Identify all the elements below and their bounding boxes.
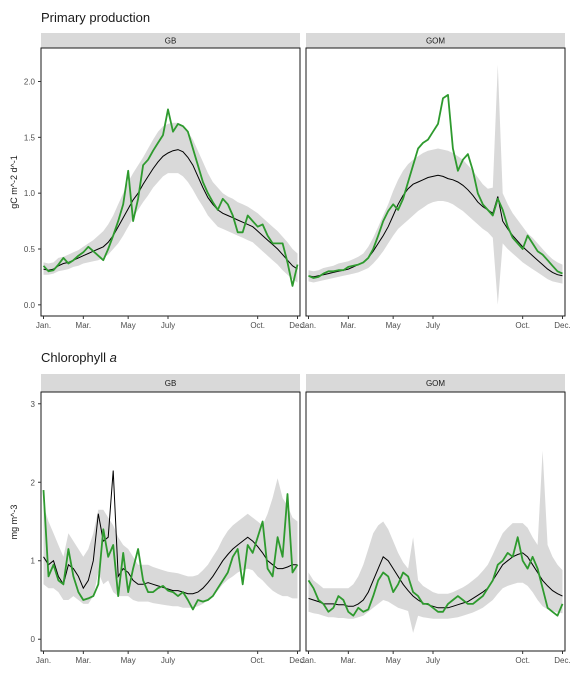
x-tick-label: Mar. [76,656,92,665]
panel-border [40,391,301,652]
x-tick-label: Jan. [36,656,51,665]
facet-strip [306,374,565,392]
climatology-band [43,478,298,608]
panel-border [305,391,566,652]
climatology-band [43,122,298,283]
facet-gom: GOM Jan. Mar. May July Oct. Dec. [301,374,571,665]
x-tick-label: July [426,656,440,665]
x-tick-label: Dec. [289,321,305,330]
x-tick-label: Mar. [341,656,357,665]
x-tick-label: Jan. [301,656,316,665]
panel-title: Primary production [41,10,150,25]
facet-gb: GB Jan. Mar. May July Oct. Dec. 0.0 0.5 1.0 1.5 2.0 [24,33,306,330]
y-tick-label: 1.5 [24,133,36,142]
x-tick-label: Jan. [301,321,316,330]
x-tick-label: Oct. [250,321,265,330]
observed-line [42,490,299,611]
climatology-mean-line [308,174,563,278]
facet-label: GOM [426,37,445,46]
y-tick-label: 0.0 [24,301,36,310]
y-tick-label: 0 [31,635,36,644]
facet-label: GB [165,37,177,46]
panel-border [305,47,566,317]
x-tick-label: Dec. [554,321,570,330]
x-tick-label: Oct. [515,321,530,330]
y-tick-label: 2 [31,478,36,487]
facet-label: GOM [426,379,445,388]
x-tick-label: Oct. [250,656,265,665]
climatology-band [308,450,563,633]
x-tick-label: July [426,321,440,330]
climatology-mean-line [43,149,298,271]
y-tick-label: 3 [31,400,36,409]
facet-gom: GOM Jan. Mar. May July Oct. Dec. [301,33,571,330]
x-tick-label: Mar. [76,321,92,330]
y-axis-label: mg m^-3 [9,505,19,540]
observed-line [307,536,564,617]
x-tick-label: May [386,321,401,330]
x-tick-label: July [161,656,175,665]
facet-strip [41,374,300,392]
panel-title-italic: a [110,350,117,365]
x-tick-label: Dec. [289,656,305,665]
panel-primary-production: Primary production gC m^-2 d^-1 GB Jan. Ma… [9,10,571,330]
facet-gb: GB Jan. Mar. May July Oct. Dec. 0 1 2 3 [31,374,306,665]
panel-chlorophyll: Chlorophyll a mg m^-3 GB Jan. Mar. May July O… [9,350,571,665]
panel-border [40,47,301,317]
x-tick-label: May [386,656,401,665]
observed-line [308,94,563,279]
panel-title-main: Chlorophyll [41,350,110,365]
y-tick-label: 2.0 [24,78,36,87]
x-tick-label: Mar. [341,321,357,330]
facet-strip [41,33,300,48]
y-tick-label: 0.5 [24,245,36,254]
x-tick-label: May [121,321,136,330]
facet-strip [306,33,565,48]
x-tick-label: May [121,656,136,665]
facet-label: GB [165,379,177,388]
climatology-band [308,64,563,305]
panel-title: Chlorophyll a [41,350,117,365]
y-tick-label: 1.0 [24,189,36,198]
y-axis-label: gC m^-2 d^-1 [9,155,19,208]
y-tick-label: 1 [31,557,36,566]
x-tick-label: Dec. [554,656,570,665]
observed-line [42,108,299,287]
x-tick-label: Oct. [515,656,530,665]
climatology-mean-line [308,552,563,609]
chart-primary-production: GB Jan. Mar. May July Oct. Dec. 0.0 0.5 1.0 1.5 2.0… [24,33,571,330]
chart-chlorophyll: GB Jan. Mar. May July Oct. Dec. 0 1 2 3 GOM Jan. Mar.… [31,374,571,665]
x-tick-label: July [161,321,175,330]
x-tick-label: Jan. [36,321,51,330]
